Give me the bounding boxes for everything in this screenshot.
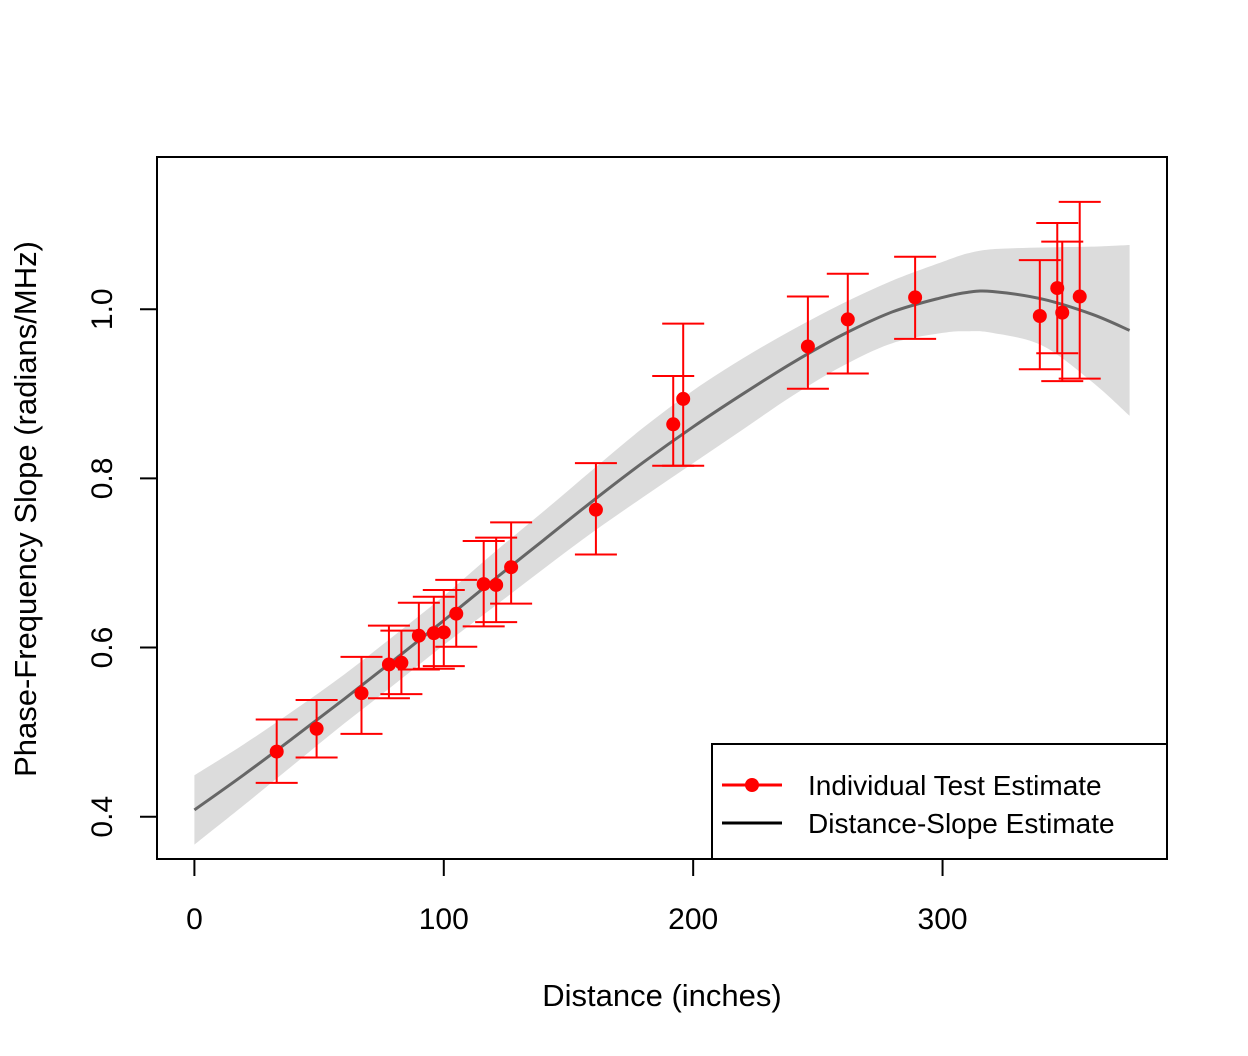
fit-curve-layer xyxy=(193,289,1131,812)
data-point xyxy=(269,744,284,759)
data-point xyxy=(676,391,691,406)
x-tick-label: 0 xyxy=(186,903,203,936)
data-point xyxy=(840,312,855,327)
data-point xyxy=(394,655,409,670)
test-estimate-1 xyxy=(295,698,338,759)
confidence-band-area xyxy=(194,244,1130,845)
data-point xyxy=(1032,309,1047,324)
test-estimate-2 xyxy=(340,655,383,735)
data-point xyxy=(476,577,491,592)
x-tick-label: 100 xyxy=(419,903,469,936)
test-estimate-17 xyxy=(894,255,937,340)
data-point xyxy=(381,657,396,672)
x-tick-label: 300 xyxy=(918,903,968,936)
test-estimate-14 xyxy=(662,322,705,467)
data-point xyxy=(1055,305,1070,320)
test-estimate-9 xyxy=(462,539,505,628)
confidence-band xyxy=(194,244,1130,845)
data-point xyxy=(1050,281,1065,296)
data-point xyxy=(354,686,369,701)
test-estimate-21 xyxy=(1058,200,1101,380)
test-estimate-10 xyxy=(475,536,518,624)
test-estimate-8 xyxy=(435,578,478,648)
y-tick-label: 0.8 xyxy=(86,458,119,500)
x-tick-label: 200 xyxy=(668,903,718,936)
distance-slope-curve xyxy=(193,289,1131,812)
test-estimate-3 xyxy=(367,624,410,700)
legend-box xyxy=(711,743,1168,860)
data-point xyxy=(489,577,504,592)
data-point xyxy=(908,290,923,305)
test-estimate-4 xyxy=(380,629,423,696)
data-point xyxy=(800,339,815,354)
legend-points-swatch-marker xyxy=(745,778,759,792)
legend-entry-curve: Distance-Slope Estimate xyxy=(808,808,1115,839)
y-tick-label: 0.6 xyxy=(86,627,119,669)
test-estimate-16 xyxy=(826,272,869,375)
data-point xyxy=(1072,289,1087,304)
data-point xyxy=(666,417,681,432)
y-tick-label: 1.0 xyxy=(86,288,119,330)
test-estimate-20 xyxy=(1041,240,1084,383)
y-axis: 0.4 0.6 0.8 1.0 xyxy=(86,288,158,838)
test-estimate-0 xyxy=(255,718,298,784)
test-estimate-15 xyxy=(786,295,829,390)
test-estimate-19 xyxy=(1036,221,1079,355)
data-point xyxy=(436,625,451,640)
data-point xyxy=(449,606,464,621)
data-point xyxy=(504,560,519,575)
legend: Individual Test Estimate Distance-Slope … xyxy=(711,743,1168,860)
x-axis: 0 100 200 300 xyxy=(186,858,968,936)
data-point xyxy=(309,721,324,736)
legend-entry-points: Individual Test Estimate xyxy=(808,770,1102,801)
test-estimate-12 xyxy=(574,462,617,556)
data-point xyxy=(411,628,426,643)
data-point xyxy=(588,502,603,517)
x-axis-label: Distance (inches) xyxy=(542,978,781,1013)
test-estimate-7 xyxy=(422,589,465,668)
points-layer xyxy=(255,200,1101,784)
test-estimate-18 xyxy=(1018,259,1061,371)
y-tick-label: 0.4 xyxy=(86,796,119,838)
test-estimate-11 xyxy=(490,521,533,605)
y-axis-label: Phase-Frequency Slope (radians/MHz) xyxy=(8,241,43,777)
